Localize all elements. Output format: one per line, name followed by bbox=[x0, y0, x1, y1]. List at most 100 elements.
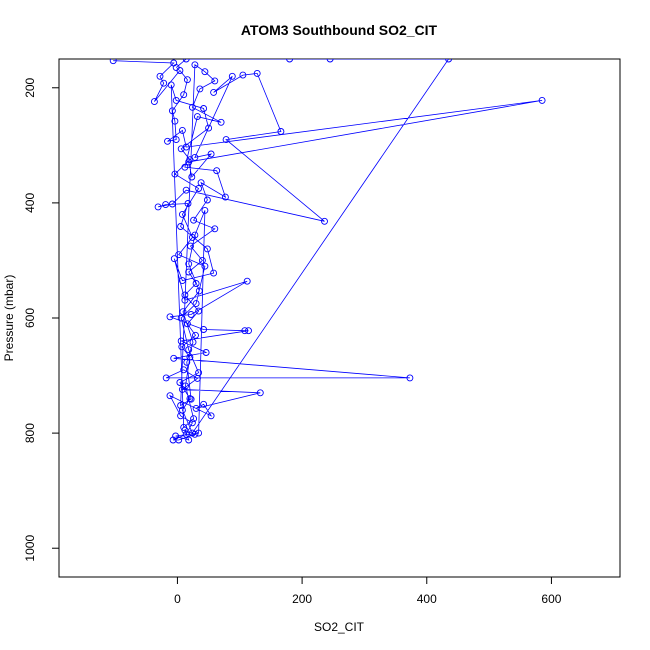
data-point bbox=[172, 96, 180, 104]
data-point bbox=[207, 150, 215, 158]
chart-title: ATOM3 Southbound SO2_CIT bbox=[241, 22, 438, 38]
data-point bbox=[221, 193, 229, 201]
data-point bbox=[171, 117, 179, 125]
data-point bbox=[178, 343, 186, 351]
data-point bbox=[253, 69, 261, 77]
x-tick-label: 600 bbox=[541, 592, 561, 606]
data-point bbox=[186, 353, 194, 361]
data-point bbox=[202, 349, 210, 356]
data-point bbox=[178, 406, 186, 414]
data-point bbox=[207, 412, 215, 420]
data-point bbox=[188, 173, 196, 181]
data-point bbox=[168, 107, 176, 115]
data-point bbox=[228, 72, 236, 80]
x-tick-label: 400 bbox=[417, 592, 437, 606]
data-point bbox=[171, 170, 179, 178]
x-tick-label: 0 bbox=[174, 592, 181, 606]
y-tick-label: 1000 bbox=[23, 535, 37, 562]
data-point bbox=[256, 389, 264, 397]
data-point bbox=[211, 225, 219, 233]
data-point bbox=[177, 402, 185, 409]
data-point bbox=[185, 436, 193, 444]
data-point bbox=[195, 287, 203, 295]
data-point bbox=[177, 223, 185, 230]
data-point bbox=[243, 277, 251, 285]
data-point bbox=[241, 327, 249, 335]
data-point bbox=[211, 77, 219, 85]
data-point bbox=[184, 200, 192, 207]
data-point bbox=[188, 419, 196, 427]
data-point bbox=[181, 291, 189, 299]
data-point bbox=[538, 96, 546, 104]
data-point bbox=[178, 277, 186, 285]
data-point bbox=[187, 311, 195, 318]
x-axis: 0 200 400 600 bbox=[174, 576, 562, 606]
data-point bbox=[166, 313, 174, 321]
data-point bbox=[245, 327, 252, 335]
data-point bbox=[200, 326, 208, 333]
data-point bbox=[189, 338, 197, 346]
data-point bbox=[286, 59, 294, 63]
data-point bbox=[201, 68, 209, 76]
data-point bbox=[170, 255, 178, 263]
data-point bbox=[195, 307, 203, 315]
data-point bbox=[210, 269, 218, 277]
data-point bbox=[205, 124, 213, 132]
data-point bbox=[210, 88, 218, 96]
data-point bbox=[222, 136, 230, 144]
data-point bbox=[180, 366, 188, 374]
data-point bbox=[182, 186, 190, 194]
data-point bbox=[180, 91, 188, 99]
data-point bbox=[182, 143, 190, 151]
data-point bbox=[185, 268, 193, 276]
data-point bbox=[192, 280, 200, 287]
data-point bbox=[217, 118, 225, 126]
series-line bbox=[113, 59, 543, 441]
y-tick-label: 600 bbox=[23, 308, 37, 328]
data-point bbox=[195, 185, 203, 192]
data-point bbox=[177, 145, 185, 153]
data-point bbox=[193, 113, 201, 121]
data-point bbox=[201, 206, 209, 214]
data-point bbox=[172, 64, 180, 72]
data-point bbox=[160, 79, 168, 87]
data-point bbox=[170, 354, 178, 362]
data-point bbox=[181, 296, 189, 304]
data-point bbox=[172, 432, 180, 440]
data-point bbox=[190, 216, 198, 224]
data-point bbox=[166, 392, 174, 400]
data-point bbox=[445, 59, 453, 63]
data-point bbox=[188, 103, 196, 111]
data-point bbox=[172, 136, 180, 144]
data-point bbox=[183, 358, 191, 366]
data-point bbox=[186, 156, 194, 164]
data-point bbox=[178, 126, 186, 134]
data-point bbox=[185, 260, 193, 268]
data-point bbox=[203, 196, 211, 204]
data-point bbox=[196, 85, 204, 93]
data-point bbox=[183, 320, 191, 328]
data-point bbox=[175, 251, 183, 259]
data-point bbox=[192, 404, 200, 412]
data-point bbox=[168, 200, 176, 208]
data-point bbox=[186, 395, 194, 403]
data-point bbox=[179, 308, 187, 316]
data-point bbox=[180, 423, 188, 431]
data-point bbox=[188, 429, 196, 437]
data-point bbox=[177, 314, 185, 322]
data-point bbox=[176, 379, 184, 386]
data-point bbox=[185, 346, 193, 354]
x-axis-label: SO2_CIT bbox=[314, 620, 365, 634]
data-point bbox=[182, 382, 189, 390]
y-axis: 200 400 600 800 1000 bbox=[23, 77, 60, 562]
data-point bbox=[156, 72, 164, 80]
data-point bbox=[187, 242, 194, 250]
data-point bbox=[326, 59, 334, 63]
y-axis-label: Pressure (mbar) bbox=[2, 275, 16, 362]
data-point bbox=[198, 256, 206, 264]
data-point bbox=[277, 128, 285, 135]
y-tick-label: 400 bbox=[23, 193, 37, 213]
data-point bbox=[239, 71, 247, 79]
data-point bbox=[201, 262, 209, 270]
